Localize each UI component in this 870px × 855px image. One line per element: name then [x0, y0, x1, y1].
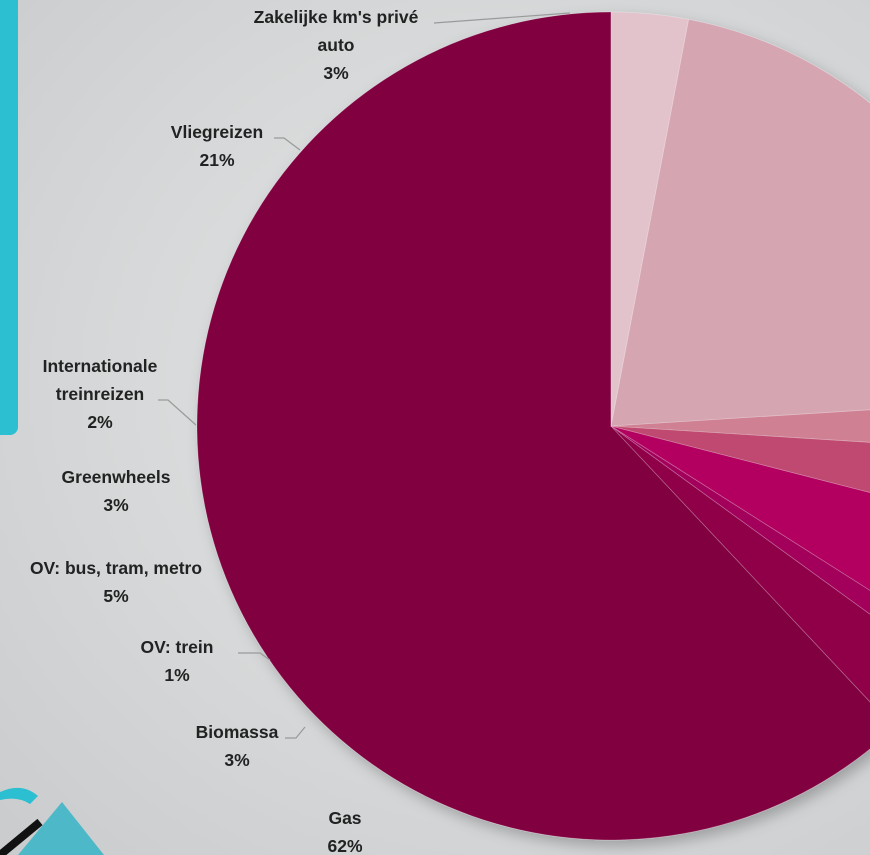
slice-label-8: Zakelijke km's privé auto 3%	[254, 7, 419, 83]
slice-label-3: OV: trein 1%	[141, 637, 214, 685]
leader-line-2	[285, 726, 306, 739]
slice-label-5: Greenwheels 3%	[62, 467, 171, 515]
pie-slice-1	[196, 11, 870, 841]
leader-line-7	[274, 137, 301, 151]
pie-slice-5	[610, 425, 870, 493]
slice-label-7: Vliegreizen 21%	[171, 122, 263, 170]
slice-label-6: Internationale treinreizen 2%	[43, 356, 158, 432]
slice-labels: Gas 62% Biomassa 3% OV: trein 1% OV: bus, tram…	[30, 7, 419, 855]
pie-slice-2	[610, 425, 870, 703]
pie-slice-4	[610, 425, 870, 591]
pie-slice-3	[610, 425, 870, 615]
leader-line-6	[158, 399, 197, 426]
leader-line-3	[238, 652, 271, 661]
side-panel	[0, 0, 18, 435]
pie-slice-6	[610, 409, 870, 443]
leader-line-8	[433, 12, 571, 24]
pie-slice-7	[610, 18, 870, 427]
slice-label-4: OV: bus, tram, metro 5%	[30, 558, 202, 606]
corner-logo-icon	[0, 787, 104, 855]
slice-label-1: Gas 62%	[327, 808, 362, 855]
pie-slices	[196, 11, 870, 841]
slice-label-2: Biomassa 3%	[196, 722, 279, 770]
leader-lines	[158, 12, 571, 739]
pie-slice-8	[610, 11, 690, 427]
